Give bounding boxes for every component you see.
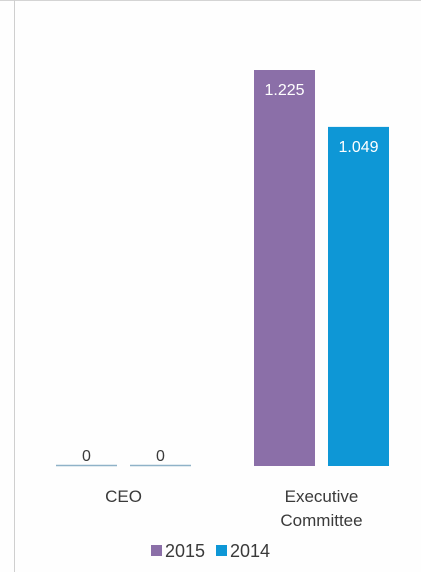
legend-label-2014: 2014 xyxy=(230,540,271,561)
legend-item-2015: 2015 xyxy=(150,539,205,563)
data-label-executive-committee-2014: 1.049 xyxy=(338,139,378,156)
data-label-executive-committee-2015: 1.225 xyxy=(264,82,304,99)
bar-executive-committee-2014 xyxy=(328,126,389,467)
legend: 2015 2014 xyxy=(0,538,421,563)
panel-top-border xyxy=(0,0,421,1)
panel-left-border xyxy=(14,0,15,572)
x-tick-label-executive-committee-line-1: Executive xyxy=(285,487,359,506)
legend-swatch-2014 xyxy=(216,545,227,556)
legend-label-2015: 2015 xyxy=(164,540,205,561)
data-label-ceo-2015: 0 xyxy=(82,448,91,465)
data-label-ceo-2014: 0 xyxy=(156,448,165,465)
legend-swatch-2015 xyxy=(150,545,162,556)
x-tick-label-executive-committee-line-2: Committee xyxy=(280,511,362,530)
bar-executive-committee-2015 xyxy=(254,70,315,466)
x-tick-label-ceo: CEO xyxy=(105,487,142,506)
legend-item-2014: 2014 xyxy=(216,539,270,563)
